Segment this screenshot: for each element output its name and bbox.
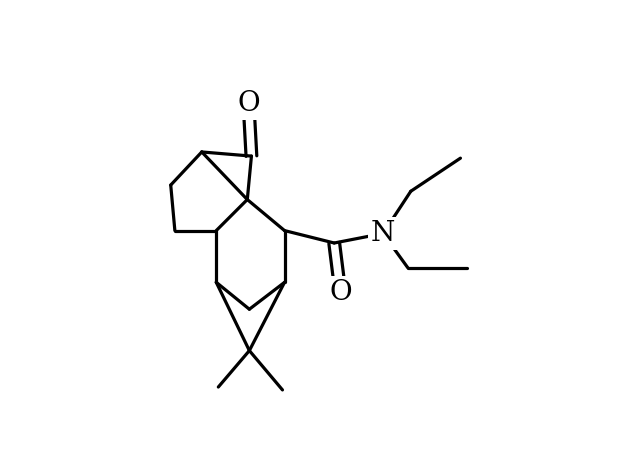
Text: O: O [237,89,260,117]
Text: N: N [371,220,396,247]
Text: O: O [329,279,352,306]
